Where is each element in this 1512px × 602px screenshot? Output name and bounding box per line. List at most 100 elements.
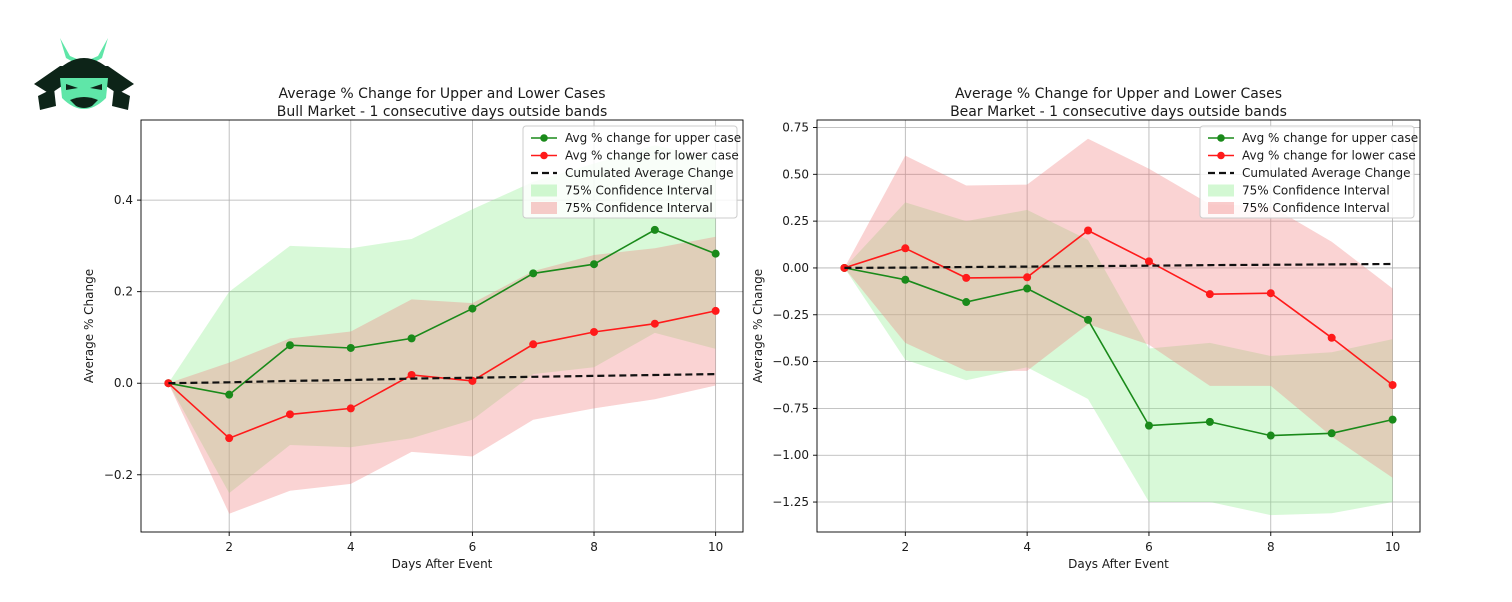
data-point-lower [1084,226,1093,235]
legend-box [1199,125,1415,219]
data-point-upper [346,343,355,352]
data-point-upper [590,260,599,269]
data-point-upper [285,341,294,350]
chart-subtitle: Bull Market - 1 consecutive days outside… [277,104,608,120]
y-tick-label: −1.25 [772,495,809,509]
data-point-lower [1205,290,1214,299]
data-point-upper [1023,284,1032,293]
y-axis-label: Average % Change [82,269,96,383]
legend: Avg % change for upper case Avg % change … [1199,125,1418,219]
legend-swatch-ci_upper [1208,184,1234,197]
data-point-lower [1388,380,1397,389]
x-tick-label: 2 [901,540,909,554]
data-point-upper [1205,417,1214,426]
data-point-lower [962,273,971,282]
data-point-lower [650,319,659,328]
series-line-cumulated [844,262,1393,269]
chart-title: Average % Change for Upper and Lower Cas… [278,86,605,102]
y-tick-label: 0.00 [782,261,809,275]
legend-label: Avg % change for lower case [565,149,739,163]
data-point-upper [711,249,720,258]
data-point-lower [468,376,477,385]
axes-frame [140,119,744,533]
y-tick-label: −0.2 [104,468,133,482]
x-tick-label: 8 [1267,540,1275,554]
series-line-cumulated [168,373,716,385]
x-tick-label: 4 [347,540,355,554]
chart-bull: 2 4 6 8 10 −0.2 0.0 0.2 0.4 Average % Change for … [82,86,744,571]
y-tick-label: 0.0 [114,376,133,390]
x-tick-label: 6 [1145,540,1153,554]
x-tick-label: 2 [225,540,233,554]
x-tick-label: 10 [708,540,723,554]
y-tick-label: 0.50 [782,167,809,181]
data-point-lower [225,434,234,443]
data-point-lower [901,244,910,253]
data-point-lower [711,306,720,315]
series-line-lower [167,310,716,440]
confidence-band-lower [844,138,1393,478]
data-point-lower [590,327,599,336]
data-point-lower [1023,273,1032,282]
data-point-lower [285,410,294,419]
y-tick-label: −1.00 [772,448,809,462]
y-tick-label: 0.4 [114,193,133,207]
data-point-upper [468,304,477,313]
y-tick-label: 0.75 [782,120,809,134]
data-point-lower [1327,333,1336,342]
legend-label: 75% Confidence Interval [1242,201,1390,215]
chart-bear: 2 4 6 8 10 −1.25 −1.00 −0.75 −0.50 −0.25 0.00 0.25 0… [751,86,1421,571]
data-point-upper [1084,315,1093,324]
legend-label: Avg % change for upper case [565,131,741,145]
data-point-lower [346,404,355,413]
chart-subtitle: Bear Market - 1 consecutive days outside… [950,104,1287,120]
legend-marker-lower [1217,151,1225,160]
data-point-upper [650,225,659,234]
chart-title: Average % Change for Upper and Lower Cas… [955,86,1282,102]
data-point-upper [225,390,234,399]
x-tick-label: 8 [590,540,598,554]
legend-label: 75% Confidence Interval [565,201,713,215]
x-axis-label: Days After Event [1068,557,1169,571]
legend-box [522,125,738,219]
legend-label: Cumulated Average Change [565,166,734,180]
legend-swatch-ci_lower [1208,202,1234,214]
legend-swatch-ci_lower [531,202,557,214]
y-tick-label: −0.50 [772,355,809,369]
x-tick-label: 10 [1385,540,1400,554]
data-point-upper [1266,431,1275,440]
legend-marker-lower [540,151,548,160]
data-point-upper [1327,429,1336,438]
legend-label: 75% Confidence Interval [1242,184,1390,198]
samurai-helmet-icon [34,38,134,110]
legend: Avg % change for upper case Avg % change … [522,125,741,219]
legend-marker-upper [540,134,548,142]
legend-label: 75% Confidence Interval [565,184,713,198]
data-point-lower [1144,257,1153,266]
helmet-crest [60,38,108,68]
data-point-lower [1266,289,1275,298]
data-point-upper [1388,415,1397,424]
confidence-band-lower [168,236,716,514]
data-point-upper [407,334,416,343]
axes-frame [816,119,1421,533]
data-point-lower [529,340,538,349]
y-tick-label: −0.75 [772,401,809,415]
data-point-upper [1144,421,1153,430]
y-axis-label: Average % Change [751,269,765,383]
data-point-upper [529,269,538,278]
y-tick-label: 0.25 [782,214,809,228]
plot-area [164,145,720,514]
confidence-band-upper [844,202,1393,516]
x-tick-label: 4 [1023,540,1031,554]
y-tick-label: 0.2 [114,285,133,299]
legend-label: Cumulated Average Change [1242,166,1411,180]
series-line-lower [844,229,1394,386]
data-point-lower [407,370,416,379]
x-axis-label: Days After Event [392,557,493,571]
series-line-upper [168,229,716,396]
data-point-upper [901,275,910,284]
series-line-upper [844,267,1393,437]
legend-swatch-ci_upper [531,184,557,197]
